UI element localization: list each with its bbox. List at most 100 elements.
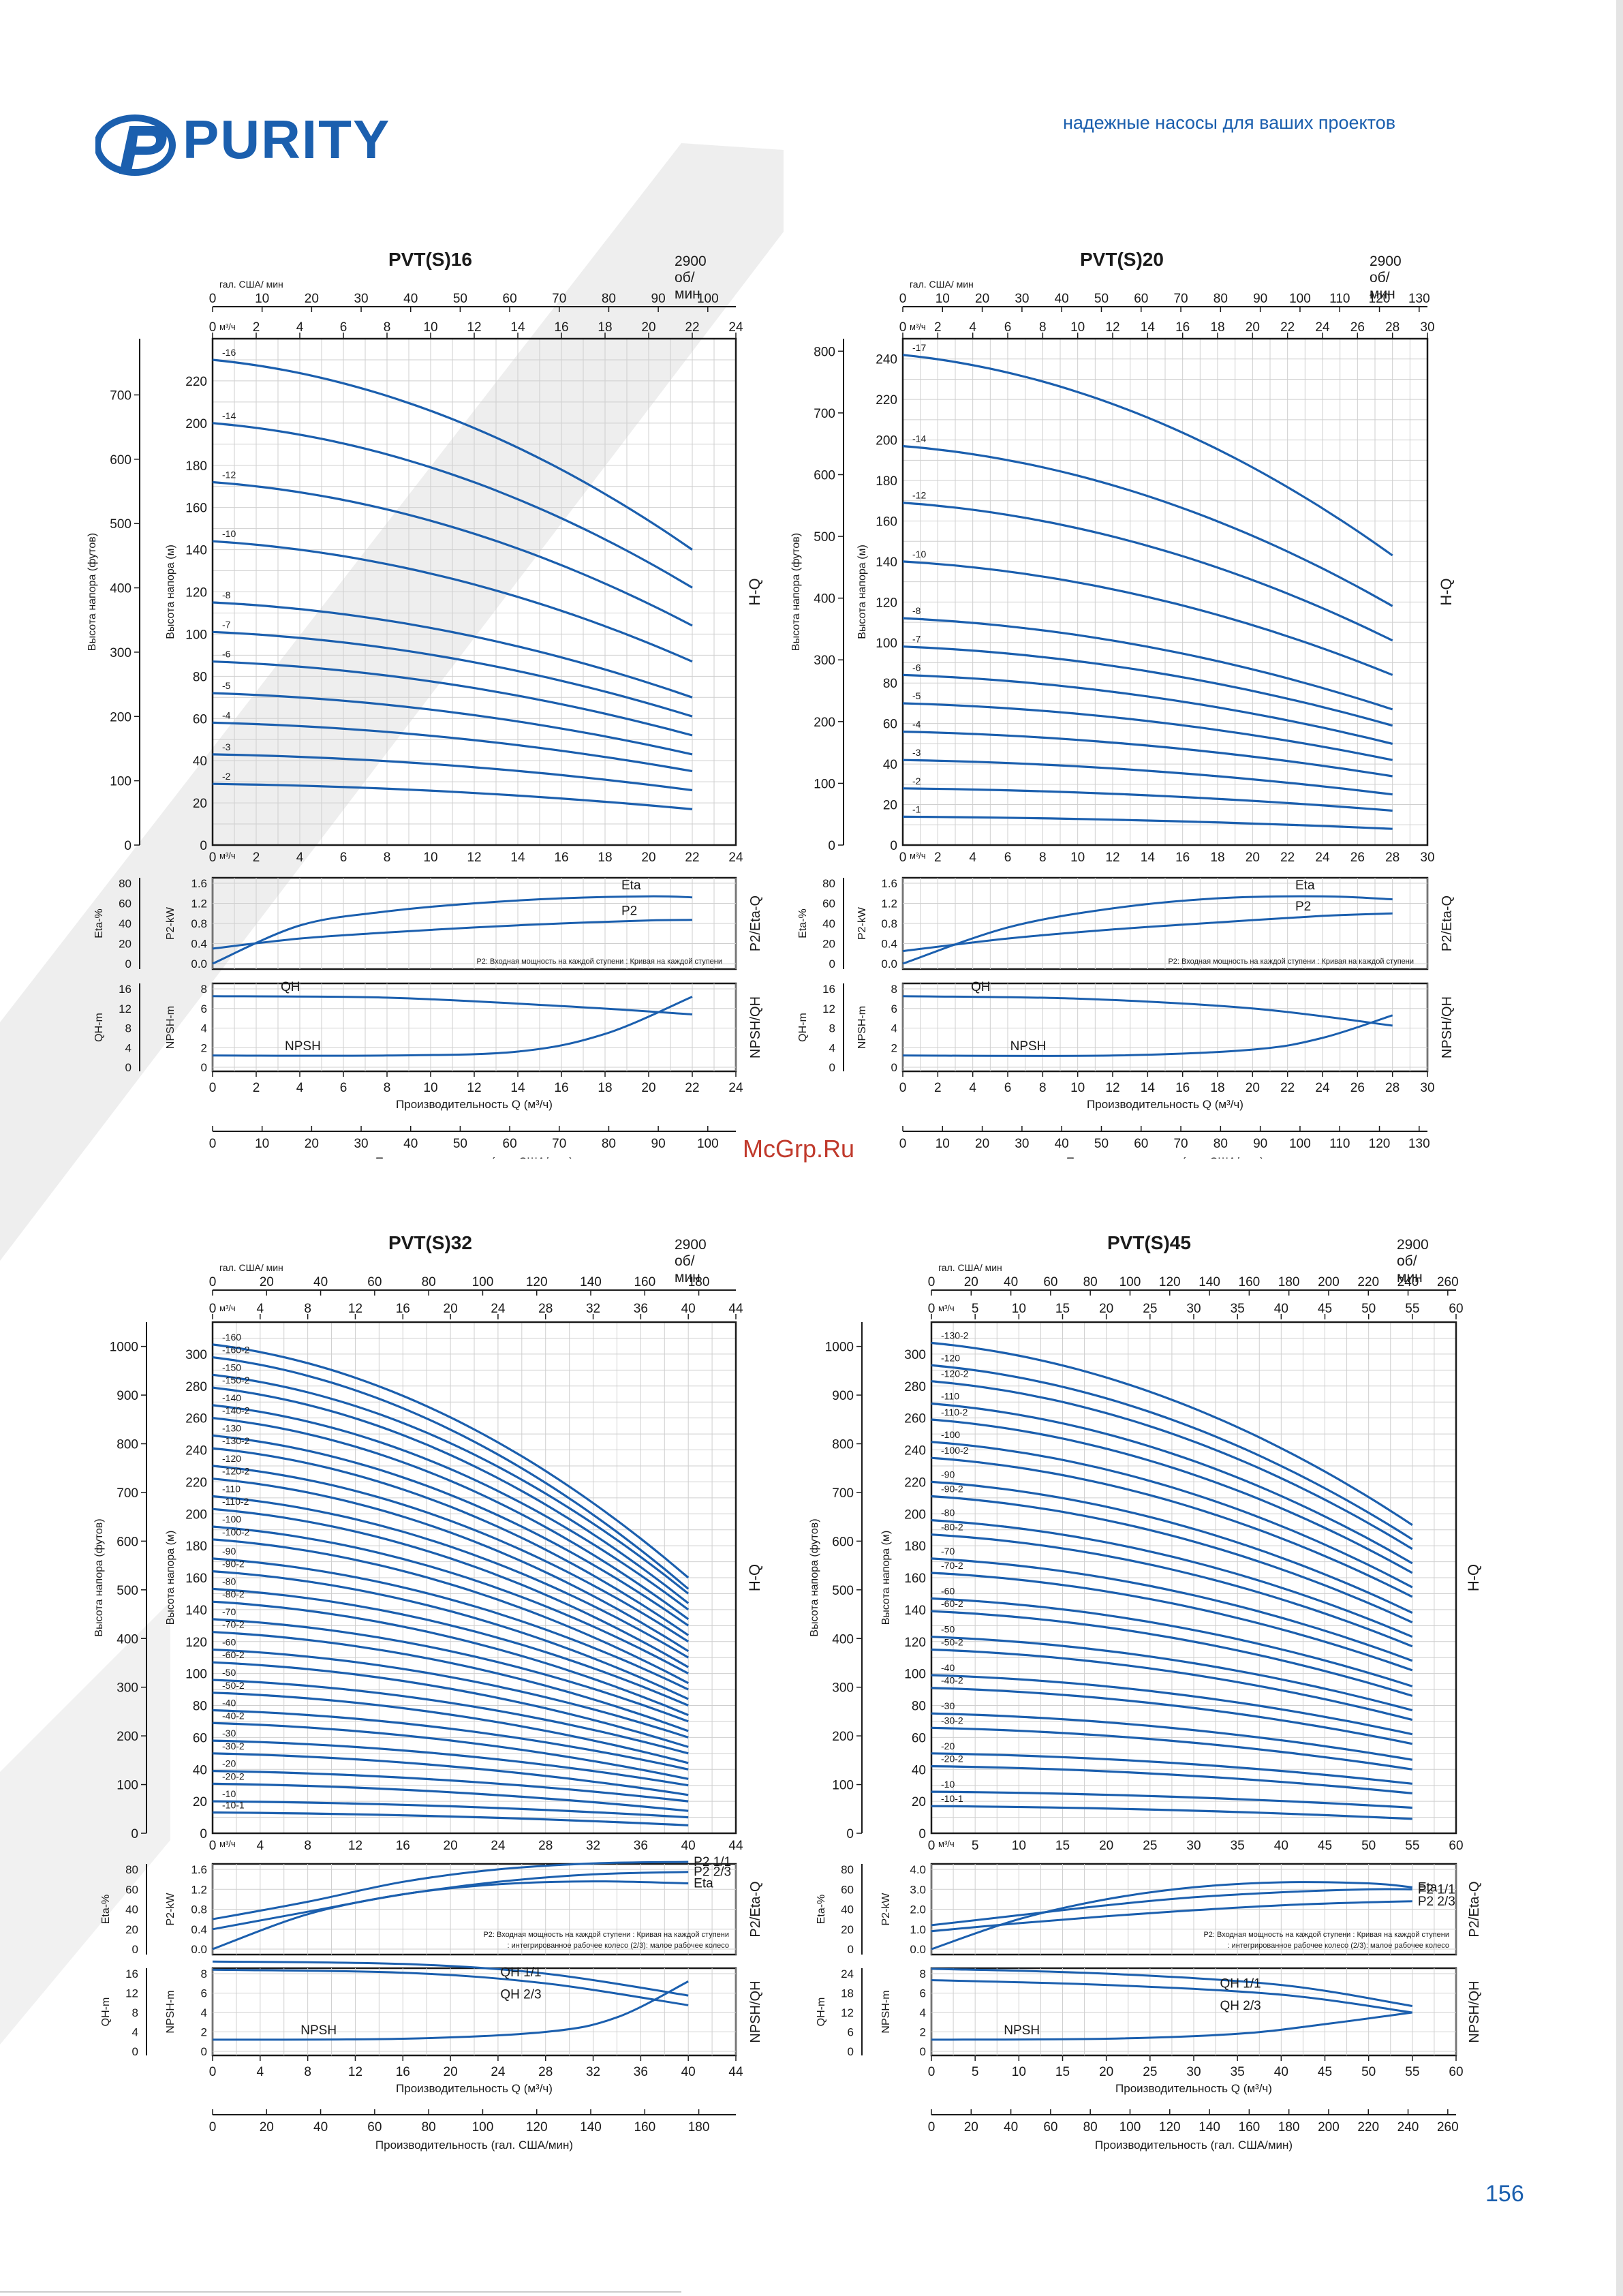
site-watermark-text: McGrp.Ru: [743, 1135, 855, 1163]
hq-curve-label: -8: [912, 605, 921, 616]
hq-curve-label: -100-2: [222, 1527, 250, 1537]
x-axis-title-m3h: Производительность Q (м³/ч): [396, 2082, 553, 2095]
y-ft-tick-label: 200: [832, 1730, 854, 1744]
y-axis-title-ft: Высота напора (футов): [93, 1518, 105, 1636]
hq-curve: [931, 1341, 1413, 1527]
y-m-tick-label: 220: [904, 1475, 926, 1490]
top-m3h-tick-label: 18: [1210, 320, 1224, 335]
main-bottom-unit-label: м³/ч: [219, 1839, 236, 1849]
p2-tick-label: 1.6: [191, 1863, 207, 1876]
npsh-tick-label: 0: [201, 2045, 207, 2058]
bottom-gpm-tick-label: 180: [688, 2120, 710, 2134]
top-m3h-tick-label: 10: [1012, 1302, 1026, 1316]
top-gpm-tick-label: 20: [964, 1275, 978, 1289]
main-bottom-tick-label: 2: [253, 851, 260, 865]
main-bottom-tick-label: 0: [209, 851, 217, 865]
qh-tick-label: 0: [132, 2045, 138, 2058]
y-ft-tick-label: 0: [131, 1827, 138, 1841]
qh-tick-label: 0: [125, 1061, 132, 1074]
main-bottom-unit-label: м³/ч: [219, 851, 236, 861]
hq-curve: [212, 721, 693, 773]
bottom-gpm-tick-label: 0: [899, 1137, 907, 1151]
y-ft-tick-label: 100: [117, 1779, 138, 1793]
y-ft-tick-label: 300: [117, 1681, 138, 1696]
eta-axis-title: Eta-%: [816, 1895, 827, 1925]
top-gpm-unit-label: гал. США/ мин: [938, 1262, 1002, 1273]
top-gpm-tick-label: 40: [1055, 292, 1069, 306]
eta-tick-label: 60: [125, 1883, 138, 1896]
y-m-tick-label: 220: [876, 393, 897, 408]
main-bottom-unit-label: м³/ч: [938, 1839, 955, 1849]
main-bottom-tick-label: 10: [1070, 851, 1085, 865]
main-bottom-unit-label: м³/ч: [910, 851, 926, 861]
bottom-m3h-tick-label: 24: [728, 1081, 743, 1095]
y-ft-tick-label: 1000: [110, 1341, 138, 1355]
hq-curve-label: -30-2: [941, 1715, 963, 1726]
p2-11-curve-label: P2 1/1: [694, 1855, 731, 1869]
x-axis-title-m3h: Производительность Q (м³/ч): [1115, 2082, 1272, 2095]
y-m-tick-label: 140: [904, 1604, 926, 1618]
npsh-tick-label: 0: [201, 1061, 207, 1074]
qh-axis-title: QH-m: [816, 1997, 827, 2027]
main-bottom-tick-label: 8: [384, 851, 391, 865]
hq-curve: [212, 1600, 689, 1717]
hq-curve-label: -7: [912, 634, 921, 645]
bottom-gpm-tick-label: 260: [1437, 2120, 1459, 2134]
y-m-tick-label: 80: [912, 1700, 926, 1714]
top-gpm-tick-label: 160: [1239, 1275, 1261, 1289]
y-m-tick-label: 280: [185, 1380, 207, 1394]
bottom-m3h-tick-label: 16: [1175, 1081, 1190, 1095]
top-gpm-tick-label: 120: [526, 1275, 548, 1289]
y-m-tick-label: 260: [185, 1412, 207, 1426]
top-m3h-tick-label: 40: [1274, 1302, 1288, 1316]
top-m3h-tick-label: 28: [1385, 320, 1400, 335]
bottom-gpm-tick-label: 100: [1119, 2120, 1141, 2134]
y-ft-tick-label: 100: [832, 1779, 854, 1793]
top-m3h-tick-label: 8: [1039, 320, 1047, 335]
npsh-tick-label: 8: [920, 1968, 926, 1980]
qh-tick-label: 16: [119, 983, 132, 996]
top-gpm-tick-label: 200: [1318, 1275, 1340, 1289]
y-m-tick-label: 300: [904, 1348, 926, 1362]
npsh-axis-title: NPSH-m: [856, 1006, 868, 1049]
hq-curve: [212, 1782, 689, 1812]
hq-curve: [931, 1572, 1413, 1672]
p2-tick-label: 1.2: [191, 1883, 207, 1896]
y-m-tick-label: 120: [904, 1636, 926, 1650]
hq-curve-label: -110: [222, 1483, 241, 1494]
hq-curve: [902, 702, 1393, 761]
hq-curve: [902, 645, 1393, 727]
y-axis-title-ft: Высота напора (футов): [809, 1518, 820, 1636]
bottom-m3h-tick-label: 20: [641, 1081, 655, 1095]
y-m-tick-label: 300: [185, 1348, 207, 1362]
hq-curve-label: -80: [222, 1576, 236, 1587]
main-bottom-tick-label: 0: [209, 1839, 217, 1853]
top-gpm-tick-label: 180: [1278, 1275, 1300, 1289]
bottom-m3h-tick-label: 16: [396, 2065, 410, 2079]
eta-curve: [931, 1881, 1412, 1950]
x-axis-title-gpm: Производительность (гал. США/мин): [375, 2139, 573, 2152]
top-m3h-tick-label: 0: [899, 320, 907, 335]
eta-tick-label: 80: [119, 877, 132, 890]
y-m-tick-label: 200: [185, 1507, 207, 1522]
qh-tick-label: 16: [125, 1968, 138, 1980]
hq-curve-label: -120: [941, 1352, 960, 1363]
eff-note: : интегрированное рабочее колесо (2/3): …: [508, 1942, 730, 1950]
bottom-gpm-tick-label: 10: [936, 1137, 950, 1151]
top-gpm-unit-label: гал. США/ мин: [910, 279, 974, 290]
eta-tick-label: 80: [841, 1863, 854, 1876]
y-ft-tick-label: 500: [117, 1584, 138, 1598]
y-ft-tick-label: 1000: [825, 1341, 854, 1355]
hq-curve-label: -12: [912, 490, 926, 501]
y-m-tick-label: 240: [904, 1444, 926, 1458]
bottom-gpm-tick-label: 50: [453, 1137, 467, 1151]
top-m3h-tick-label: 16: [554, 320, 568, 335]
top-m3h-tick-label: 15: [1055, 1302, 1070, 1316]
main-bottom-tick-label: 20: [444, 1839, 458, 1853]
bottom-m3h-tick-label: 2: [934, 1081, 942, 1095]
y-m-tick-label: 160: [185, 502, 207, 516]
bottom-gpm-tick-label: 60: [1043, 2120, 1057, 2134]
p2-tick-label: 1.6: [191, 877, 207, 890]
top-gpm-tick-label: 140: [580, 1275, 602, 1289]
chart-rpm: 2900 об/мин: [675, 254, 707, 302]
